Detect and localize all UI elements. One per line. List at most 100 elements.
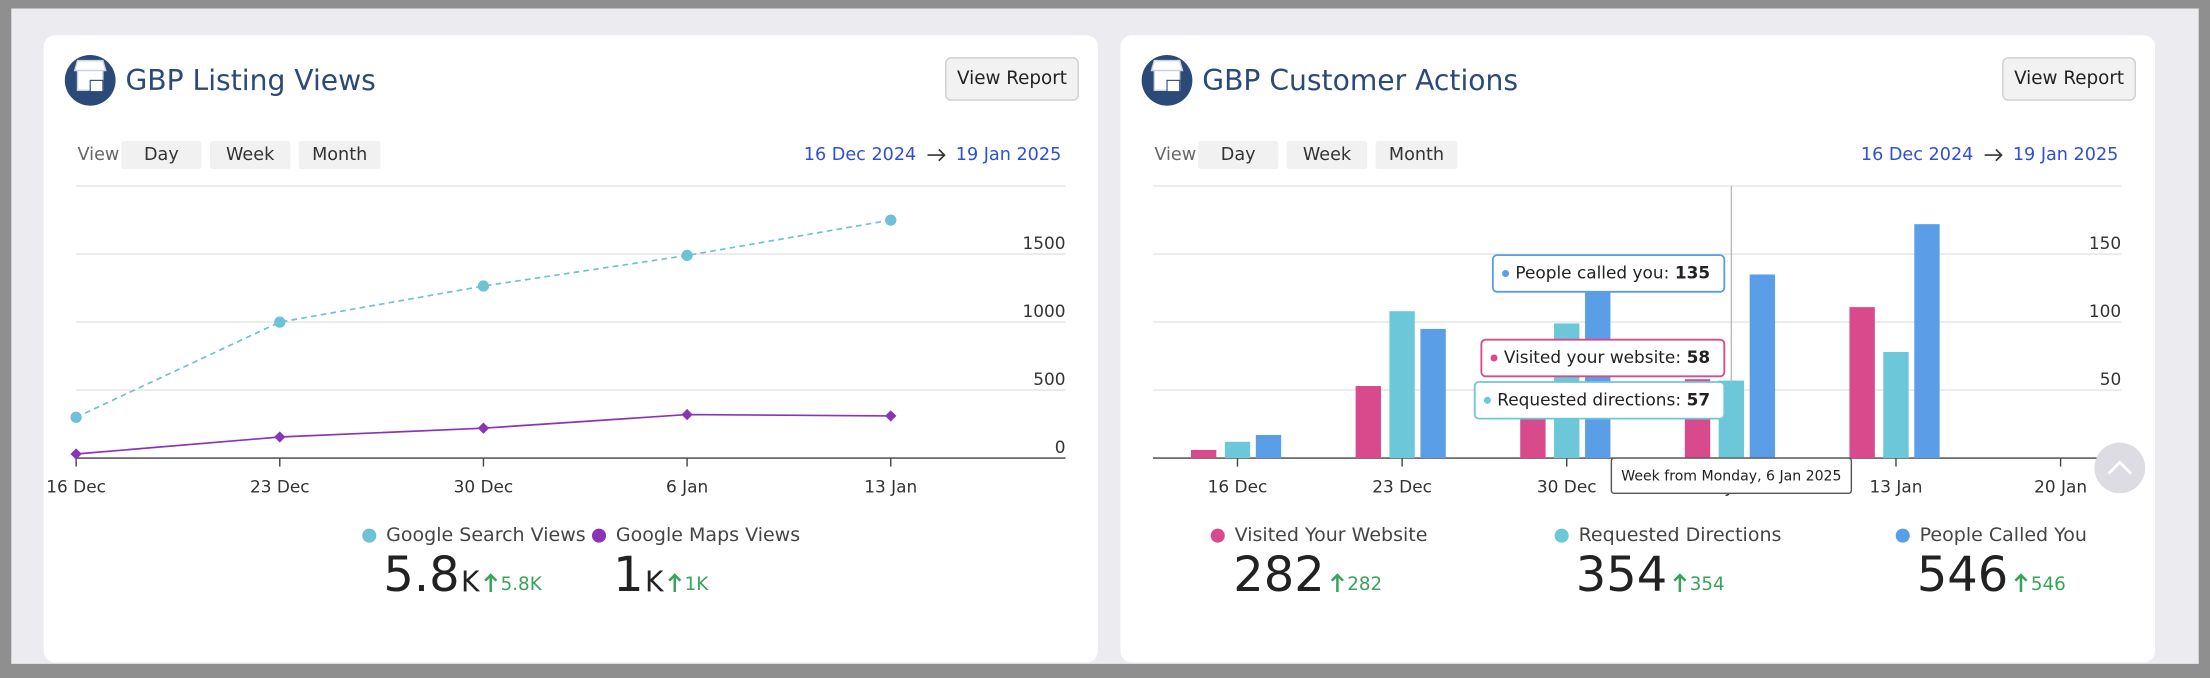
- legend-label: Requested Directions: [1579, 524, 1782, 546]
- change-arrow: [1673, 573, 1687, 592]
- tooltip-label: People called you:: [1515, 262, 1669, 282]
- bar: [1420, 328, 1446, 459]
- date-to[interactable]: 19 Jan 2025: [956, 145, 1062, 165]
- date-arrow: [1984, 148, 2003, 162]
- x-tick-label: 16 Dec: [1208, 477, 1268, 497]
- date-from[interactable]: 16 Dec 2024: [1861, 145, 1973, 165]
- tooltip-value: 57: [1687, 389, 1711, 409]
- stat-change: 354: [1690, 574, 1725, 595]
- stat-change: 1K: [685, 574, 710, 595]
- x-tick-label: 6 Jan: [666, 477, 708, 497]
- series-line: [75, 219, 891, 419]
- period-button[interactable]: [210, 140, 291, 170]
- x-tick-label: 20 Jan: [2034, 477, 2087, 497]
- period-label: Day: [1221, 145, 1256, 165]
- bar: [1849, 307, 1875, 459]
- view-report-label: View Report: [957, 68, 1067, 89]
- view-label: View: [1154, 145, 1196, 165]
- date-from[interactable]: 16 Dec 2024: [804, 145, 917, 165]
- tooltip-dot: [1483, 396, 1491, 404]
- date-arrow: [927, 148, 946, 162]
- stat-value: 5.8: [383, 548, 459, 603]
- bar: [1389, 311, 1415, 459]
- point: [477, 422, 490, 434]
- change-arrow: [668, 573, 682, 592]
- y-tick-label: 500: [1033, 369, 1065, 389]
- tooltip-label: Requested directions:: [1497, 389, 1681, 409]
- y-tick-label: 0: [1055, 437, 1066, 457]
- tooltip-header: Week from Monday, 6 Jan 2025: [1621, 468, 1841, 484]
- tooltip: [1491, 254, 1726, 293]
- tooltip-value: 135: [1675, 262, 1710, 282]
- period-button[interactable]: [298, 140, 381, 170]
- panel-title: GBP Customer Actions: [1202, 64, 1518, 97]
- period-label: Week: [226, 145, 275, 165]
- card: [43, 35, 1098, 663]
- stat-change: 546: [2031, 574, 2066, 595]
- legend-label: Google Search Views: [386, 524, 586, 546]
- bar: [1883, 352, 1909, 459]
- change-arrow: [484, 573, 498, 592]
- legend-swatch: [591, 528, 607, 543]
- store-badge: [89, 79, 104, 93]
- legend-label: People Called You: [1920, 524, 2087, 546]
- x-tick-label: 23 Dec: [250, 477, 310, 497]
- point: [70, 448, 82, 460]
- period-button[interactable]: [1198, 140, 1279, 170]
- point: [70, 411, 82, 423]
- scroll-top-button[interactable]: [2094, 442, 2146, 494]
- legend-swatch: [1895, 528, 1910, 543]
- stat-change: 5.8K: [501, 574, 543, 595]
- x-tick-label: 30 Dec: [454, 477, 514, 497]
- view-label: View: [78, 145, 120, 165]
- change-arrow: [2014, 573, 2028, 592]
- period-label: Week: [1303, 145, 1352, 165]
- bar: [1355, 386, 1381, 459]
- tooltip-label: Visited your website:: [1504, 347, 1681, 367]
- stat-change: 282: [1347, 574, 1382, 595]
- stat-unit: K: [461, 566, 481, 599]
- stat-value: 354: [1576, 548, 1667, 603]
- tooltip-dot: [1490, 354, 1498, 362]
- tooltip: [1473, 381, 1726, 420]
- bar: [1749, 274, 1776, 459]
- legend-swatch: [362, 528, 377, 543]
- period-button[interactable]: [1375, 140, 1458, 170]
- view-report-label: View Report: [2014, 68, 2124, 89]
- view-report-button[interactable]: [2002, 57, 2137, 101]
- change-arrow: [1330, 573, 1344, 592]
- x-tick-label: 30 Dec: [1537, 477, 1597, 497]
- bar: [1190, 449, 1217, 459]
- period-label: Month: [312, 145, 367, 165]
- stat-value: 282: [1233, 548, 1324, 603]
- x-tick-label: 23 Dec: [1372, 477, 1432, 497]
- y-tick-label: 50: [2100, 369, 2122, 389]
- period-button[interactable]: [1286, 140, 1368, 170]
- legend-label: Visited Your Website: [1235, 524, 1428, 546]
- y-tick-label: 1000: [1023, 301, 1066, 321]
- stat-value: 1: [613, 548, 643, 603]
- bar: [1224, 441, 1251, 459]
- legend-swatch: [1210, 528, 1225, 543]
- scroll-top-arrow: [2107, 460, 2133, 475]
- view-report-button[interactable]: [945, 57, 1079, 101]
- x-tick-label: 13 Jan: [864, 477, 917, 497]
- point: [681, 249, 693, 262]
- point: [885, 214, 897, 226]
- y-tick-label: 150: [2089, 233, 2121, 253]
- period-button[interactable]: [121, 140, 202, 170]
- panel-title: GBP Listing Views: [125, 64, 375, 97]
- point: [477, 280, 490, 292]
- y-tick-label: 1500: [1023, 233, 1066, 253]
- date-to[interactable]: 19 Jan 2025: [2013, 145, 2119, 165]
- bar: [1914, 224, 1940, 459]
- point: [681, 408, 693, 421]
- legend-label: Google Maps Views: [616, 524, 800, 546]
- period-label: Month: [1389, 145, 1444, 165]
- point: [274, 431, 286, 443]
- stat-value: 546: [1917, 548, 2008, 603]
- tooltip-dot: [1502, 269, 1510, 277]
- stat-unit: K: [645, 566, 665, 599]
- x-tick-label: 16 Dec: [46, 477, 106, 497]
- tooltip-header-box: [1610, 457, 1853, 495]
